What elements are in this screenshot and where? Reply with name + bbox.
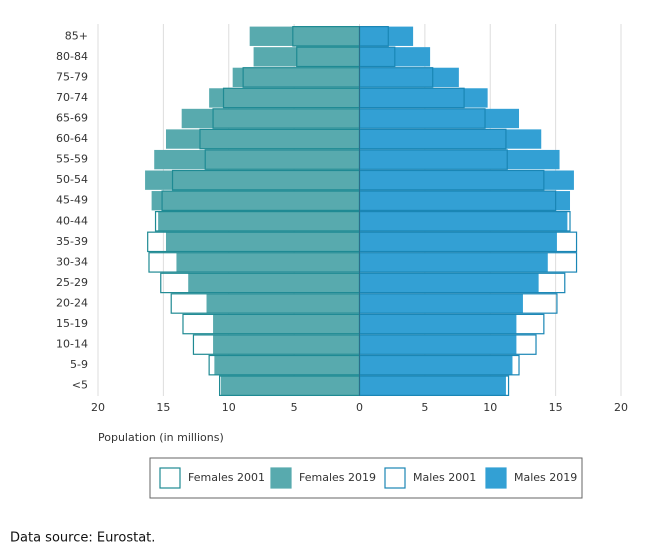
bar bbox=[359, 252, 548, 273]
y-tick-label: 30-34 bbox=[56, 255, 88, 268]
x-tick-label: 5 bbox=[291, 401, 298, 414]
y-tick-label: 15-19 bbox=[56, 317, 88, 330]
legend-label: Females 2001 bbox=[188, 471, 265, 484]
bar bbox=[359, 355, 513, 375]
x-tick-label: 15 bbox=[156, 401, 170, 414]
x-tick-label: 20 bbox=[614, 401, 628, 414]
y-tick-label: 65-69 bbox=[56, 112, 88, 125]
x-tick-label: 0 bbox=[356, 401, 363, 414]
y-tick-label: 25-29 bbox=[56, 276, 88, 289]
bar bbox=[145, 170, 360, 190]
y-tick-label: 50-54 bbox=[56, 173, 88, 186]
bar bbox=[359, 334, 517, 355]
y-tick-label: 85+ bbox=[65, 29, 88, 42]
legend-swatch bbox=[485, 467, 507, 489]
bar bbox=[220, 376, 360, 396]
bar bbox=[181, 108, 360, 129]
bars bbox=[145, 26, 578, 396]
bar bbox=[359, 67, 459, 88]
bar bbox=[359, 26, 414, 46]
bar bbox=[151, 191, 360, 211]
legend-label: Males 2001 bbox=[413, 471, 476, 484]
y-tick-label: 35-39 bbox=[56, 235, 88, 248]
legend-box bbox=[149, 457, 583, 499]
y-tick-label: <5 bbox=[72, 379, 88, 392]
legend-swatch bbox=[270, 467, 292, 489]
bar bbox=[359, 376, 506, 396]
y-tick-label: 10-14 bbox=[56, 338, 88, 351]
bar bbox=[359, 170, 574, 190]
bar bbox=[213, 334, 360, 355]
bar bbox=[165, 232, 360, 252]
x-axis-label: Population (in millions) bbox=[98, 431, 224, 444]
y-tick-label: 75-79 bbox=[56, 70, 88, 83]
x-tick-label: 5 bbox=[421, 401, 428, 414]
bar bbox=[158, 211, 360, 231]
y-tick-label: 60-64 bbox=[56, 132, 88, 145]
y-tick-label: 40-44 bbox=[56, 214, 88, 227]
bar bbox=[176, 252, 360, 273]
bar bbox=[165, 129, 360, 149]
bar bbox=[359, 293, 523, 314]
x-tick-label: 10 bbox=[222, 401, 236, 414]
legend-label: Females 2019 bbox=[299, 471, 376, 484]
bar bbox=[359, 232, 557, 252]
legend-label: Males 2019 bbox=[514, 471, 577, 484]
bar bbox=[209, 88, 360, 108]
x-tick-label: 10 bbox=[483, 401, 497, 414]
bar bbox=[359, 88, 488, 108]
y-tick-label: 5-9 bbox=[70, 358, 88, 371]
legend-swatch bbox=[159, 467, 181, 489]
legend-swatch bbox=[384, 467, 406, 489]
y-tick-label: 70-74 bbox=[56, 91, 88, 104]
bar bbox=[253, 47, 360, 67]
bar bbox=[232, 67, 360, 88]
bar bbox=[249, 26, 360, 46]
bar bbox=[206, 293, 360, 314]
y-tick-label: 55-59 bbox=[56, 153, 88, 166]
bar bbox=[359, 129, 542, 149]
source-note: Data source: Eurostat. bbox=[10, 531, 155, 546]
bar bbox=[214, 355, 360, 375]
bar bbox=[213, 314, 360, 334]
bar bbox=[154, 149, 360, 170]
bar bbox=[359, 211, 568, 231]
bar bbox=[359, 108, 520, 129]
bar bbox=[188, 273, 360, 293]
bar bbox=[359, 191, 571, 211]
bar bbox=[359, 149, 560, 170]
x-tick-label: 15 bbox=[549, 401, 563, 414]
bar bbox=[359, 314, 517, 334]
y-tick-label: 20-24 bbox=[56, 297, 88, 310]
y-tick-label: 45-49 bbox=[56, 194, 88, 207]
bar bbox=[359, 273, 539, 293]
y-tick-label: 80-84 bbox=[56, 50, 88, 63]
x-tick-label: 20 bbox=[91, 401, 105, 414]
